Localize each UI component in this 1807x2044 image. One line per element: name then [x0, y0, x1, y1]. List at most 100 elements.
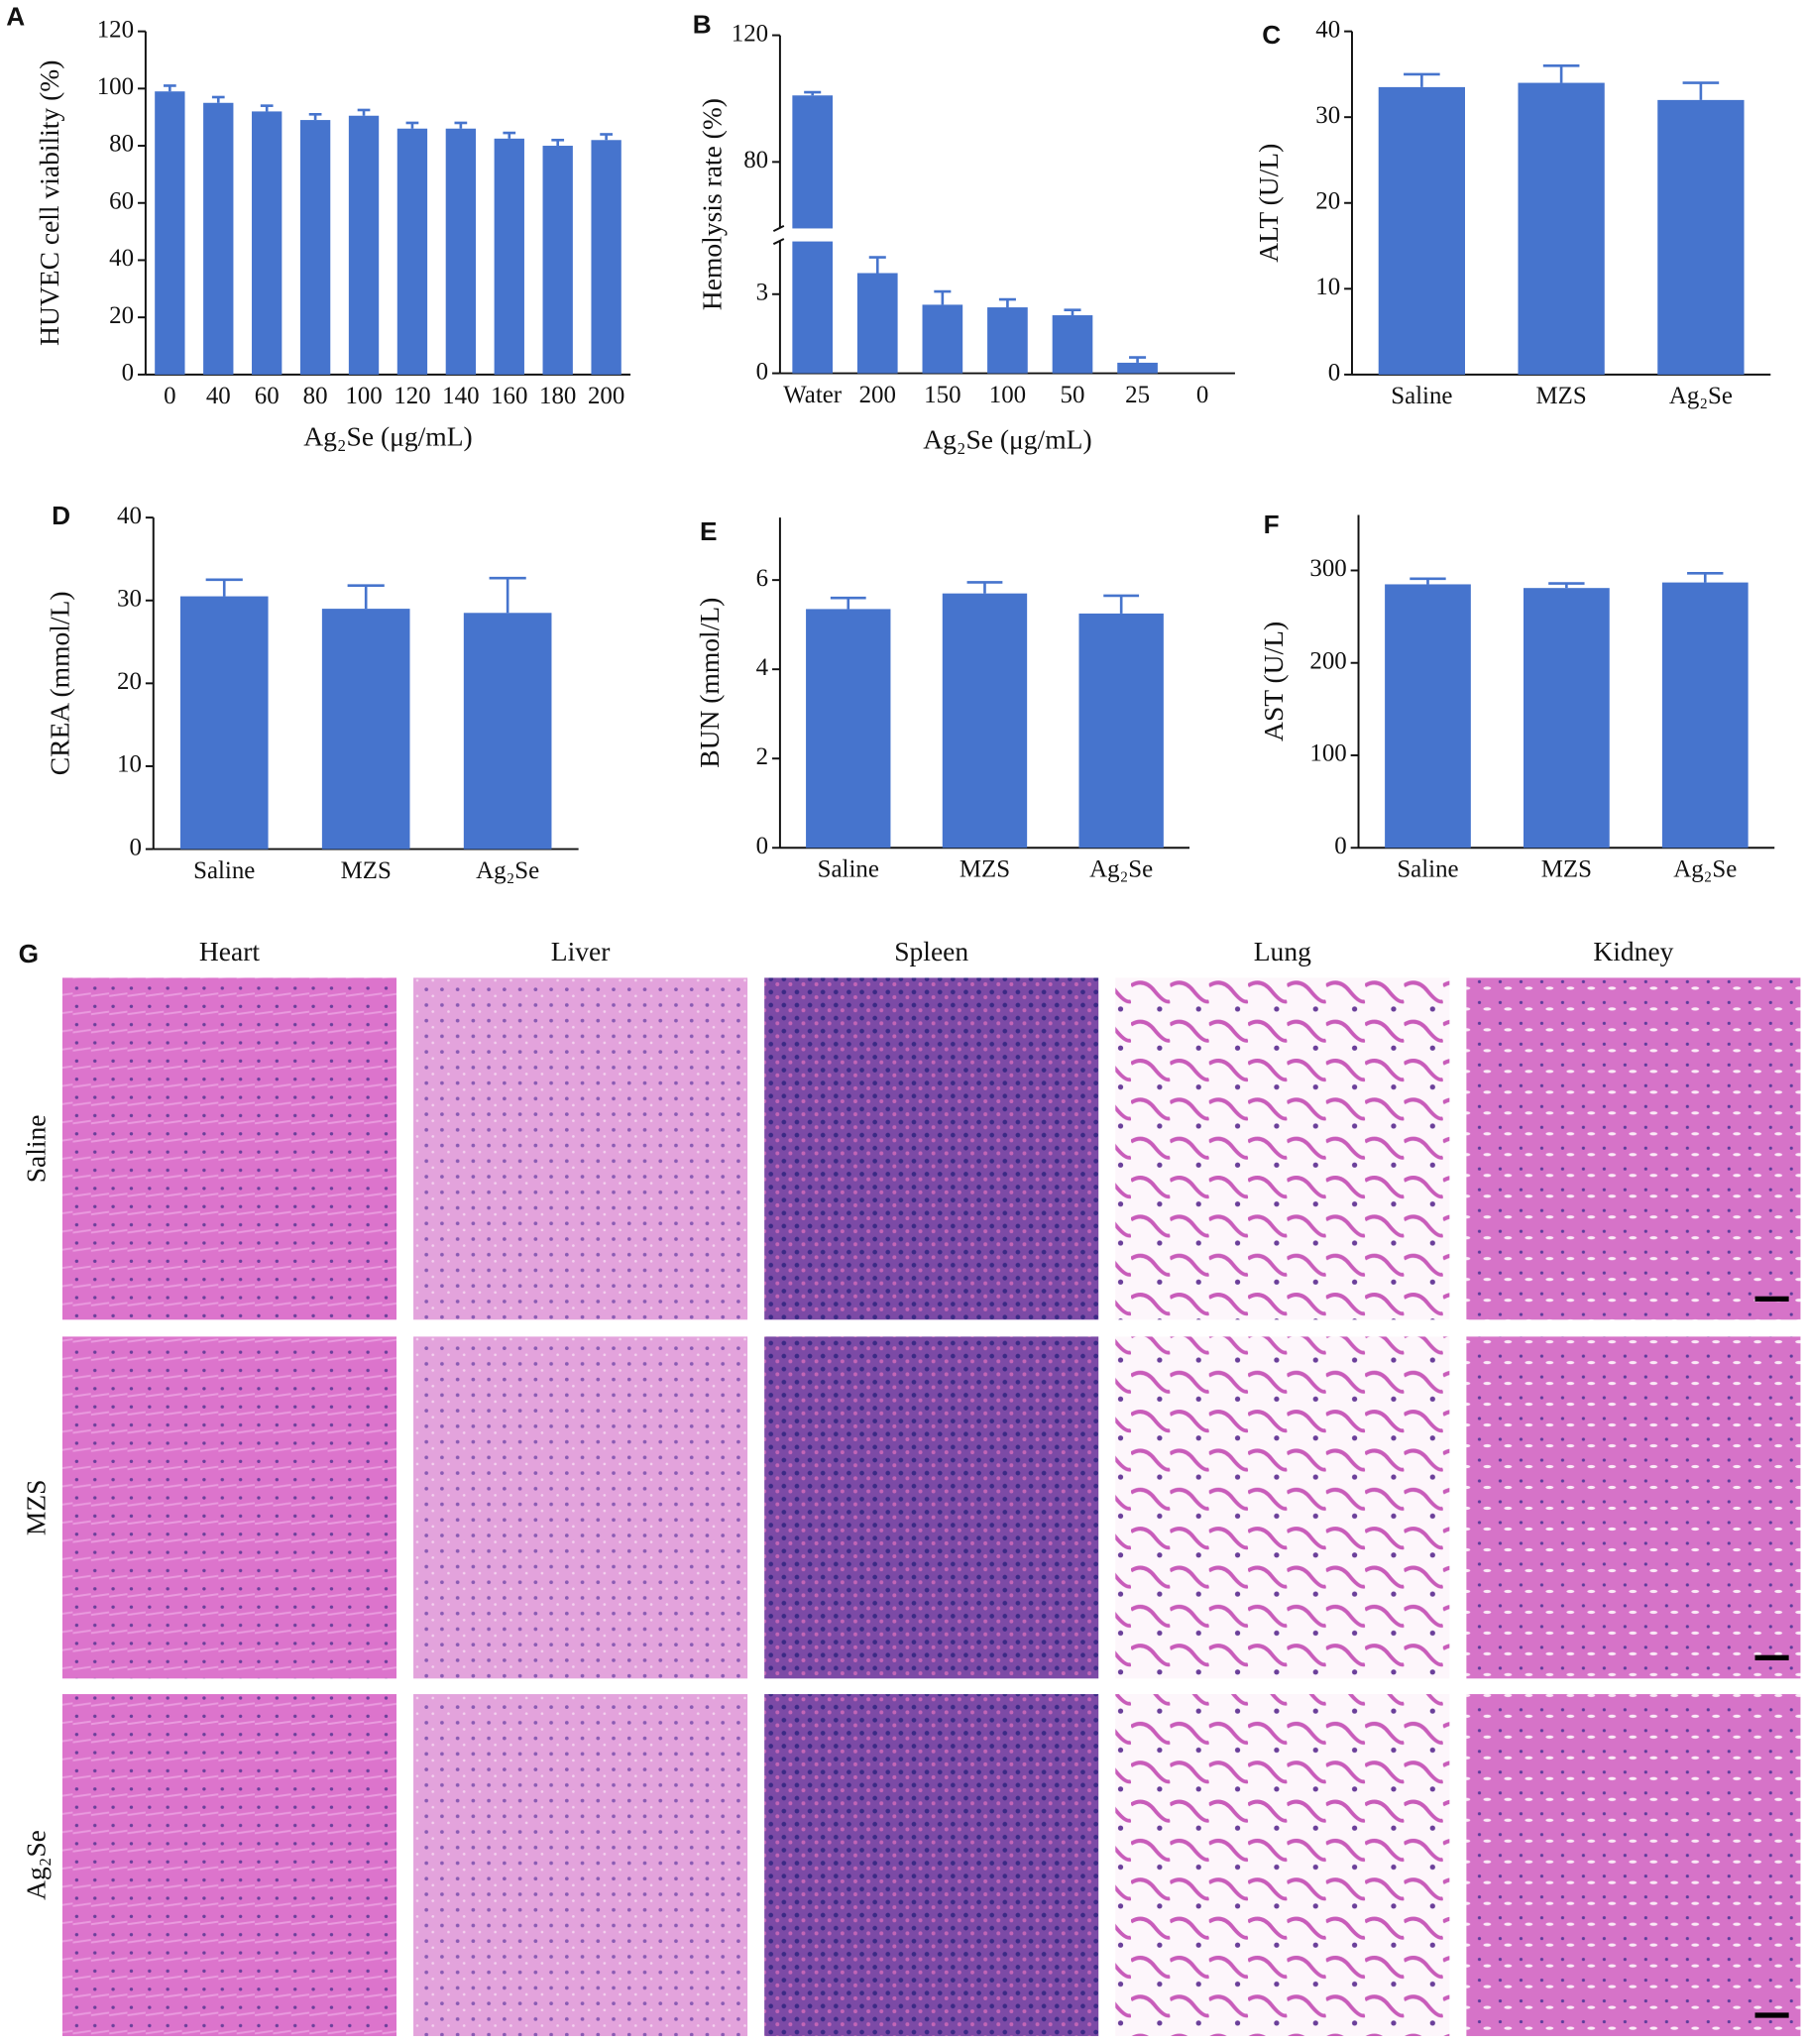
y-tick-label: 10 [117, 751, 142, 778]
bar [1078, 613, 1164, 849]
bar [591, 140, 621, 375]
bar [179, 596, 269, 850]
bar [1378, 86, 1465, 375]
y-tick-label: 0 [1328, 360, 1340, 387]
x-tick-label: 120 [394, 383, 430, 409]
x-tick-label: Ag₂Se [1669, 383, 1733, 409]
x-axis-title: Ag₂Se (μg/mL) [923, 423, 1091, 454]
x-tick-label: 60 [255, 383, 280, 409]
y-tick-label: 4 [756, 654, 769, 681]
bar [1117, 362, 1158, 374]
y-tick-label: 20 [109, 302, 134, 329]
x-tick-label: Water [783, 382, 843, 408]
panel-letter: E [700, 516, 718, 546]
x-tick-label: MZS [1536, 383, 1587, 409]
bar [856, 273, 898, 374]
bar [155, 91, 185, 375]
y-tick-label: 30 [117, 585, 142, 612]
y-tick-label: 3 [756, 279, 768, 305]
bar [1052, 315, 1093, 374]
x-tick-label: 150 [924, 382, 960, 408]
break-mark [772, 238, 785, 246]
y-axis-title: AST (U/L) [1258, 622, 1289, 741]
x-tick-label: Saline [818, 856, 879, 883]
bar [542, 146, 573, 375]
bar [348, 115, 380, 375]
y-tick-label: 0 [1334, 833, 1346, 859]
y-tick-label: 100 [97, 73, 134, 100]
column-label: Spleen [894, 936, 968, 966]
bar [922, 304, 963, 374]
column-label: Kidney [1593, 936, 1673, 966]
y-tick-label: 120 [732, 20, 768, 47]
y-tick-label: 40 [1315, 16, 1340, 43]
tissue-image [1466, 1336, 1801, 1679]
y-axis-title: Hemolysis rate (%) [697, 98, 728, 310]
tissue-image [1466, 1694, 1801, 2036]
x-tick-label: Saline [1391, 383, 1452, 409]
x-axis-title: Ag₂Se (μg/mL) [303, 421, 472, 452]
x-tick-label: Saline [193, 857, 255, 884]
y-tick-label: 0 [756, 833, 768, 859]
bar [806, 609, 891, 849]
x-tick-label: 100 [989, 382, 1026, 408]
bar [1518, 82, 1605, 375]
x-tick-label: MZS [341, 857, 392, 884]
tissue-image [764, 1336, 1099, 1679]
y-tick-label: 2 [756, 743, 768, 770]
break-mark [772, 224, 785, 232]
x-tick-label: 140 [442, 383, 479, 409]
bar [1385, 584, 1471, 849]
scale-bar [1754, 2012, 1789, 2018]
tissue-image [1466, 977, 1801, 1320]
bar [1657, 99, 1745, 375]
y-tick-label: 20 [117, 668, 142, 695]
x-tick-label: 100 [345, 383, 382, 409]
y-tick-label: 80 [743, 147, 768, 173]
tissue-image [764, 1694, 1099, 2036]
y-tick-label: 40 [117, 503, 142, 529]
tissue-image [1115, 1694, 1450, 2036]
scale-bar [1754, 1654, 1789, 1660]
panel-letter: G [19, 939, 39, 968]
column-label: Lung [1254, 936, 1311, 966]
tissue-image [61, 977, 397, 1320]
bar [987, 307, 1028, 374]
y-tick-label: 300 [1309, 555, 1346, 582]
y-axis-title: CREA (mmol/L) [44, 591, 74, 775]
x-tick-label: 200 [588, 383, 624, 409]
y-tick-label: 0 [130, 834, 142, 860]
tissue-image [61, 1694, 397, 2036]
bar [1524, 588, 1610, 849]
x-tick-label: 25 [1125, 382, 1150, 408]
x-tick-label: 0 [164, 383, 175, 409]
bar [321, 609, 410, 850]
y-tick-label: 60 [109, 187, 134, 214]
tissue-image [1115, 977, 1450, 1320]
bar [463, 613, 552, 850]
x-tick-label: Saline [1397, 856, 1458, 883]
bar [299, 120, 331, 375]
x-tick-label: MZS [960, 856, 1010, 883]
x-tick-label: 80 [303, 383, 328, 409]
y-axis-title: ALT (U/L) [1253, 144, 1284, 263]
y-axis-title: HUVEC cell viability (%) [34, 60, 64, 346]
y-tick-label: 100 [1309, 740, 1346, 767]
x-tick-label: 160 [491, 383, 527, 409]
y-axis-title: BUN (mmol/L) [694, 598, 725, 768]
axis-break [769, 228, 835, 242]
y-tick-label: 200 [1309, 647, 1346, 674]
panel-letter: B [693, 9, 712, 39]
bar [494, 138, 524, 375]
y-tick-label: 0 [122, 360, 134, 387]
x-tick-label: 180 [539, 383, 576, 409]
row-label: MZS [21, 1480, 52, 1536]
x-tick-label: Ag₂Se [1673, 856, 1737, 883]
bar [252, 111, 282, 375]
scale-bar [1754, 1296, 1789, 1302]
y-tick-label: 20 [1315, 187, 1340, 214]
row-label: Ag₂Se [21, 1830, 52, 1900]
bar [1661, 582, 1749, 849]
x-tick-label: 40 [206, 383, 231, 409]
